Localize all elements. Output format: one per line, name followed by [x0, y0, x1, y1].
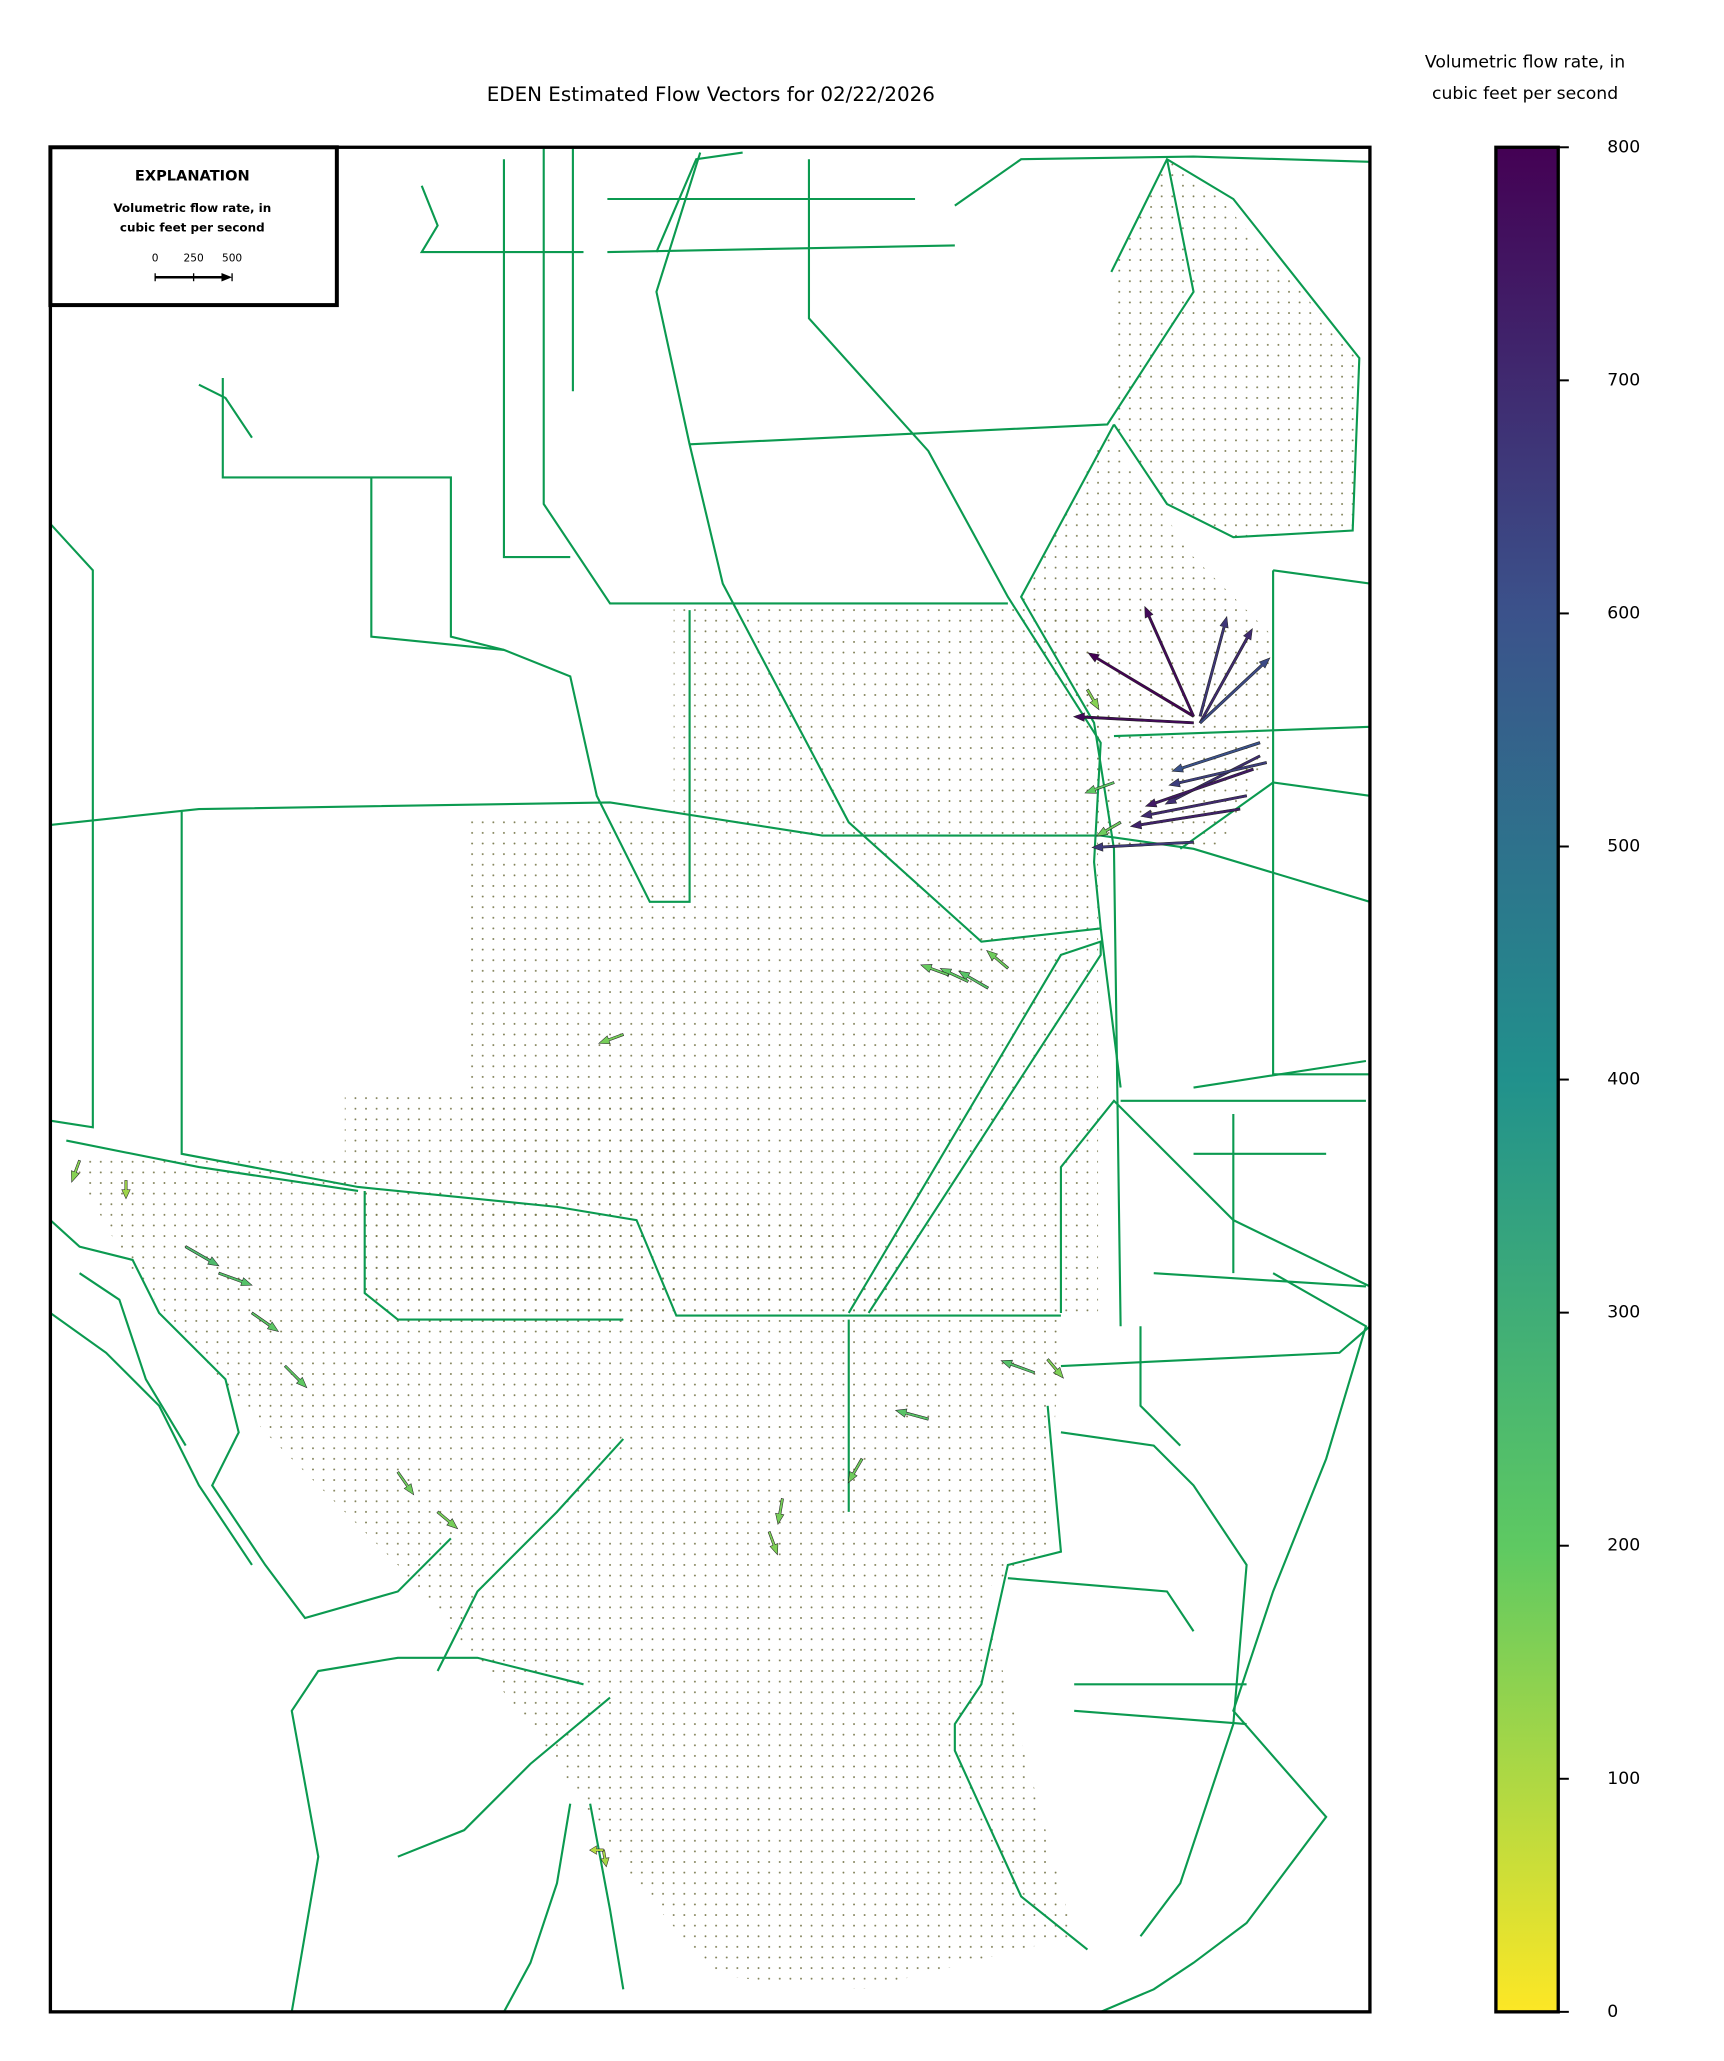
- key-tick-label: 250: [184, 253, 204, 265]
- colorbar: Volumetric flow rate, in cubic feet per …: [1425, 52, 1640, 2021]
- flow-vector: [1095, 820, 1122, 837]
- flow-vector: [1171, 741, 1261, 773]
- grid-points: [66, 159, 1360, 1990]
- flow-vector: [218, 1271, 253, 1286]
- explanation-label: cubic feet per second: [120, 221, 265, 235]
- flow-vector: [986, 949, 1010, 970]
- colorbar-label: cubic feet per second: [1432, 84, 1618, 104]
- flow-vector: [1129, 807, 1241, 830]
- flow-vector: [283, 1364, 308, 1389]
- scale-key: 0 250 500: [152, 253, 242, 282]
- map-frame: [48, 145, 1372, 2014]
- flow-vector: [1198, 628, 1253, 724]
- flow-vector: [1087, 652, 1195, 718]
- map-area: [50, 148, 1370, 2012]
- flow-vector: [121, 1180, 131, 1200]
- colorbar-tick-label: 700: [1607, 370, 1640, 390]
- flow-vector: [847, 1457, 864, 1484]
- colorbar-label: Volumetric flow rate, in: [1425, 52, 1625, 72]
- flow-vector: [184, 1245, 220, 1267]
- flow-vector: [1168, 761, 1268, 788]
- flow-vector: [1000, 1359, 1036, 1375]
- colorbar-tick-label: 800: [1607, 137, 1640, 157]
- flow-vectors: [71, 605, 1271, 1868]
- flow-vector: [1144, 605, 1195, 718]
- map-title: EDEN Estimated Flow Vectors for 02/22/20…: [487, 83, 935, 106]
- colorbar-tick-label: 300: [1607, 1303, 1640, 1323]
- colorbar-scale: [1494, 145, 1560, 2014]
- explanation-box: EXPLANATION Volumetric flow rate, in cub…: [48, 145, 339, 308]
- canal-network: [50, 148, 1370, 2012]
- flow-vector: [1144, 767, 1254, 808]
- colorbar-tick-label: 0: [1607, 2002, 1618, 2022]
- flow-vector: [1046, 1358, 1064, 1379]
- colorbar-tick-label: 100: [1607, 1769, 1640, 1789]
- flow-vector: [1072, 712, 1194, 725]
- flow-vector: [775, 1498, 785, 1526]
- colorbar-tick-label: 200: [1607, 1536, 1640, 1556]
- flow-vector: [71, 1159, 81, 1183]
- flow-vector: [1091, 840, 1194, 852]
- colorbar-tick-label: 600: [1607, 603, 1640, 623]
- flow-vector: [1140, 794, 1248, 819]
- flow-vector: [1084, 781, 1115, 794]
- flow-vector: [958, 970, 990, 990]
- flow-vector: [767, 1531, 779, 1556]
- flow-vector: [250, 1311, 280, 1332]
- key-tick-label: 500: [222, 253, 242, 265]
- flow-vector: [396, 1471, 415, 1496]
- flow-vector: [894, 1408, 929, 1421]
- key-tick-label: 0: [152, 253, 159, 265]
- flow-vector: [436, 1510, 459, 1530]
- flow-vector: [920, 964, 949, 977]
- flow-vector: [598, 1033, 625, 1045]
- colorbar-tick-label: 400: [1607, 1070, 1640, 1090]
- explanation-title: EXPLANATION: [135, 167, 250, 184]
- flow-vector: [589, 1845, 604, 1855]
- colorbar-ticks: 0 100 200 300 400 500 600 700 800: [1558, 137, 1640, 2022]
- flow-vector: [1199, 657, 1271, 725]
- explanation-label: Volumetric flow rate, in: [113, 201, 271, 215]
- flow-vector: [1198, 615, 1229, 717]
- flow-vector: [600, 1849, 610, 1868]
- flow-vector: [1086, 688, 1100, 711]
- colorbar-tick-label: 500: [1607, 836, 1640, 856]
